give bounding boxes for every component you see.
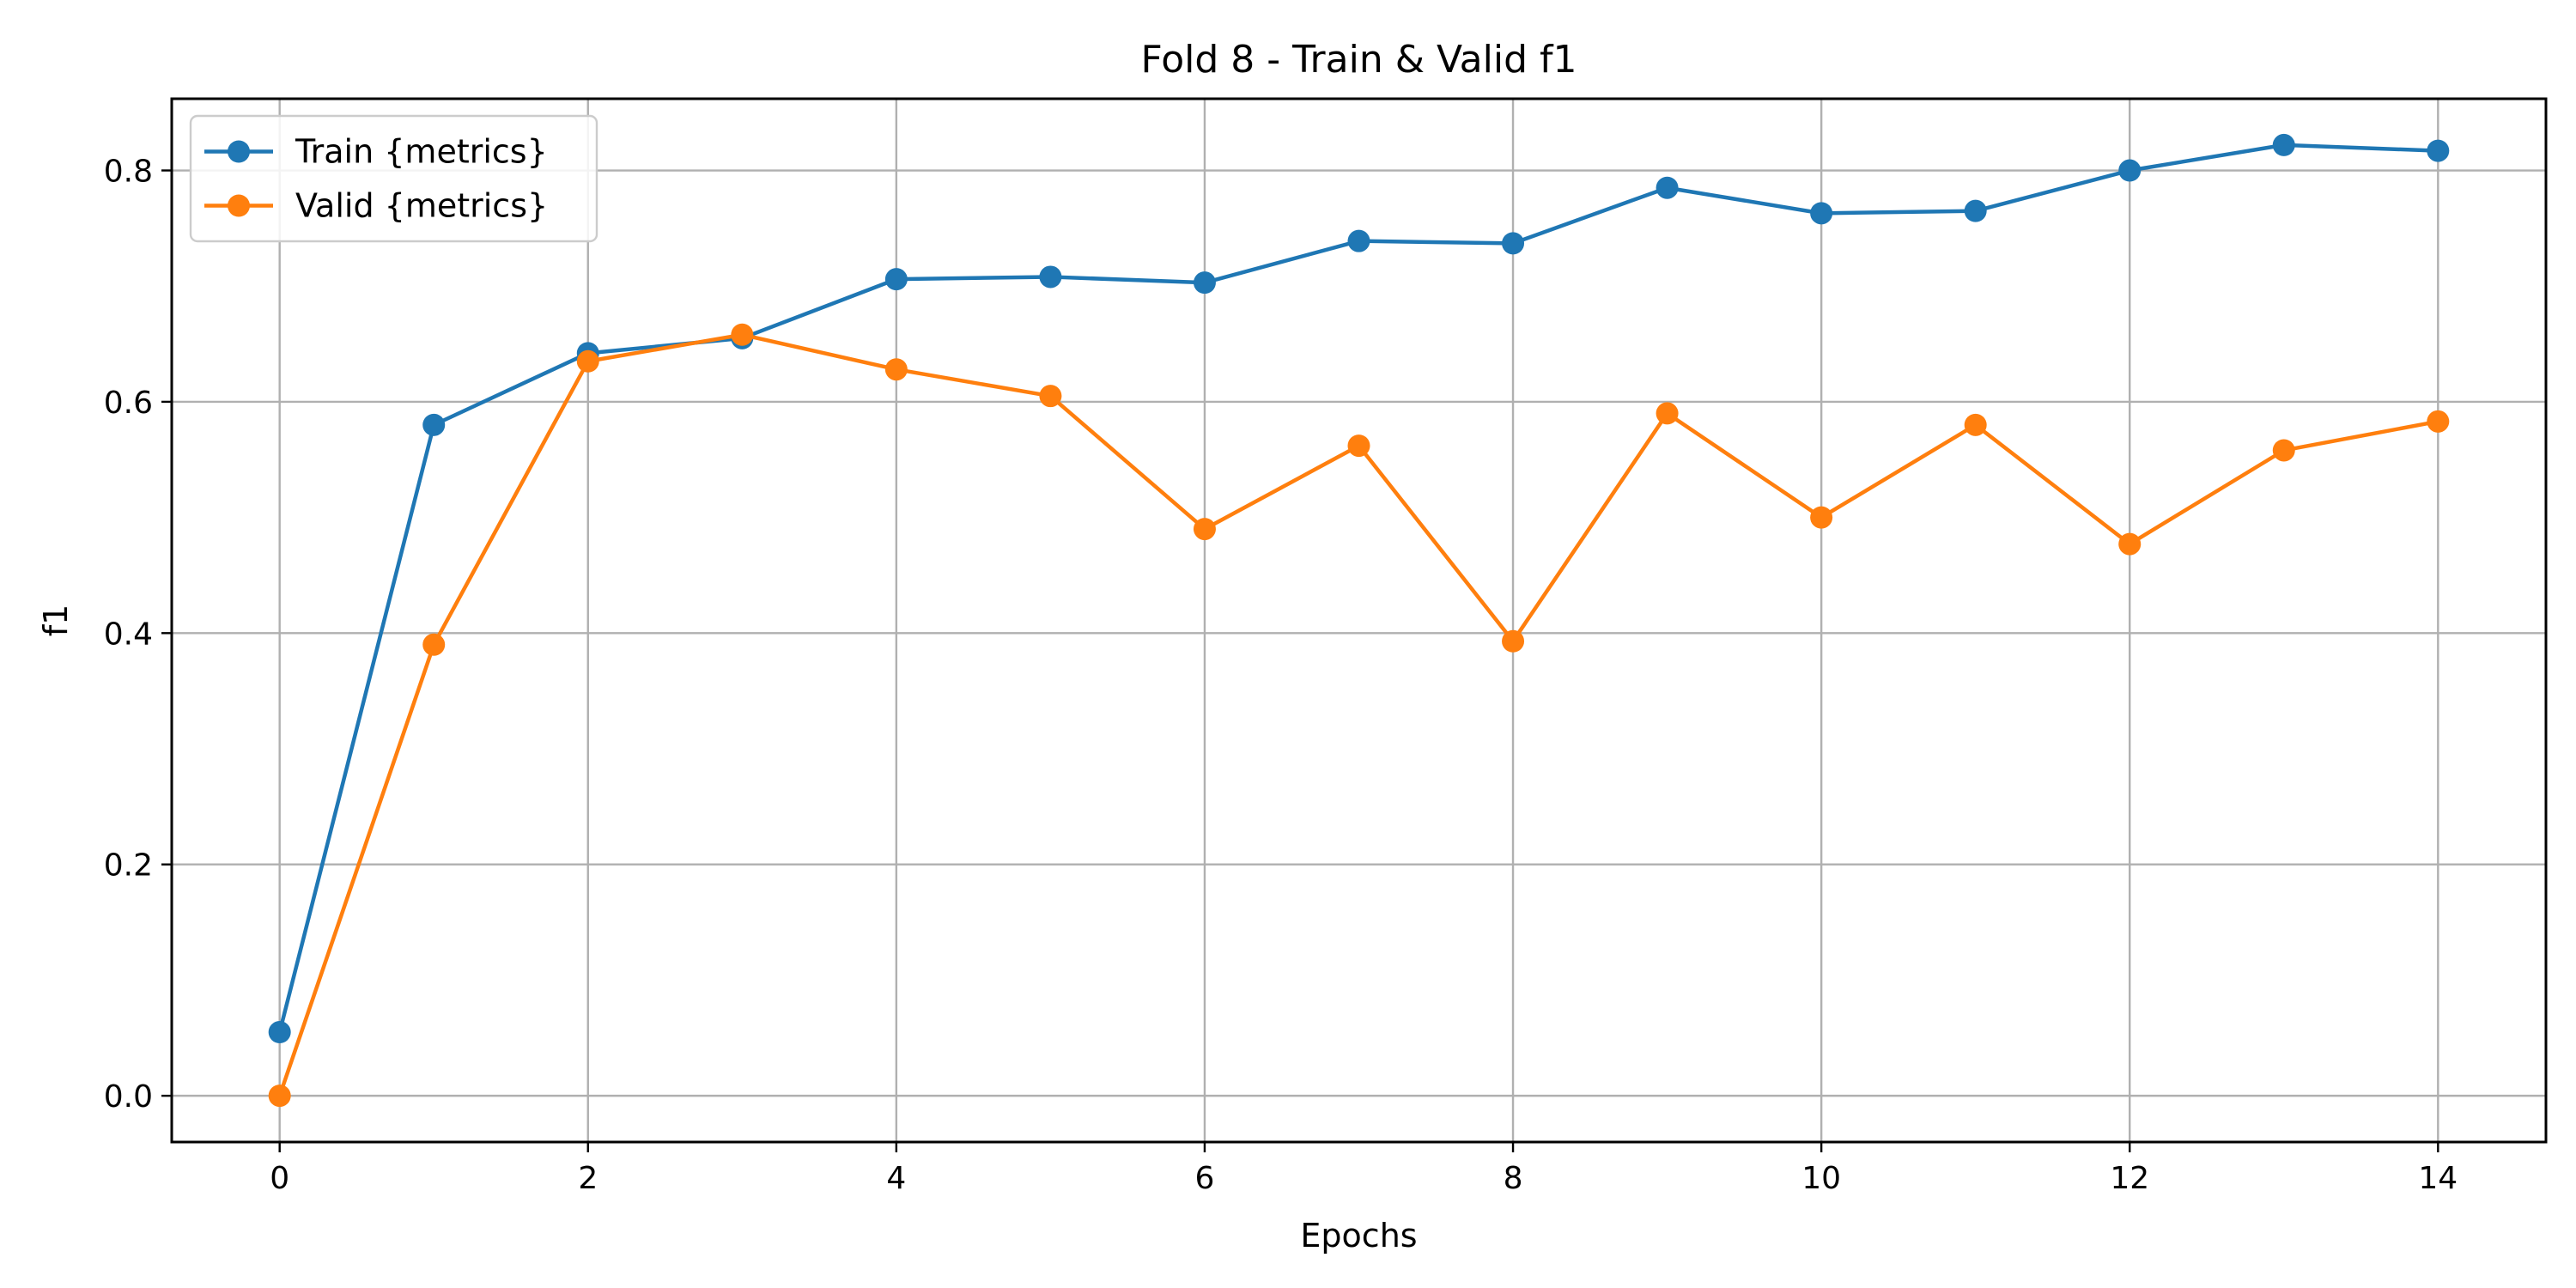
data-point bbox=[731, 323, 754, 346]
data-point bbox=[884, 268, 908, 291]
data-point bbox=[268, 1021, 291, 1044]
y-tick-label: 0.2 bbox=[104, 848, 153, 884]
data-point bbox=[1193, 518, 1216, 541]
data-point bbox=[1039, 385, 1062, 408]
legend-label: Train {metrics} bbox=[295, 133, 548, 171]
data-point bbox=[1964, 413, 1987, 436]
data-point bbox=[422, 413, 446, 436]
x-axis: 0 2 4 6 8 10 12 14 bbox=[270, 1142, 2458, 1196]
data-point bbox=[1347, 229, 1370, 252]
data-point bbox=[2427, 410, 2450, 433]
data-point bbox=[1964, 199, 1987, 222]
data-point bbox=[1656, 176, 1679, 199]
y-tick-label: 0.8 bbox=[104, 155, 153, 190]
data-point bbox=[1193, 271, 1216, 295]
y-tick-label: 0.6 bbox=[104, 386, 153, 421]
legend-marker bbox=[228, 140, 250, 163]
plot-area-frame bbox=[170, 97, 2548, 1144]
data-point bbox=[2118, 159, 2142, 182]
x-tick-label: 10 bbox=[1801, 1161, 1841, 1196]
data-point bbox=[268, 1084, 291, 1108]
data-point bbox=[1810, 506, 1833, 529]
legend-item: Train {metrics} bbox=[204, 133, 548, 171]
data-point bbox=[1502, 629, 1525, 653]
data-point bbox=[1347, 434, 1370, 458]
chart-title: Fold 8 - Train & Valid f1 bbox=[1141, 38, 1577, 82]
data-point bbox=[576, 349, 599, 373]
data-point bbox=[2118, 532, 2142, 556]
data-point bbox=[884, 358, 908, 381]
x-tick-label: 12 bbox=[2110, 1161, 2149, 1196]
y-tick-label: 0.0 bbox=[104, 1079, 153, 1115]
x-axis-label: Epochs bbox=[1300, 1217, 1417, 1255]
x-tick-label: 14 bbox=[2418, 1161, 2458, 1196]
x-tick-label: 6 bbox=[1195, 1161, 1215, 1196]
data-point bbox=[1656, 402, 1679, 425]
data-point bbox=[1502, 232, 1525, 255]
legend-label: Valid {metrics} bbox=[295, 187, 548, 225]
data-point bbox=[422, 633, 446, 656]
y-axis: 0.0 0.2 0.4 0.6 0.8 bbox=[104, 155, 172, 1115]
series-group bbox=[268, 133, 2450, 1108]
data-point bbox=[1810, 202, 1833, 225]
legend-box bbox=[189, 114, 598, 243]
legend: Train {metrics} Valid {metrics} bbox=[189, 114, 598, 243]
x-tick-label: 4 bbox=[886, 1161, 906, 1196]
data-point bbox=[2272, 133, 2295, 156]
x-tick-label: 2 bbox=[578, 1161, 598, 1196]
data-point bbox=[2272, 439, 2295, 462]
x-tick-label: 0 bbox=[270, 1161, 289, 1196]
legend-item: Valid {metrics} bbox=[204, 187, 548, 225]
legend-marker bbox=[228, 194, 250, 217]
data-point bbox=[2427, 139, 2450, 162]
series-valid bbox=[268, 323, 2450, 1108]
y-axis-label: f1 bbox=[37, 605, 75, 637]
x-tick-label: 8 bbox=[1504, 1161, 1523, 1196]
y-tick-label: 0.4 bbox=[104, 617, 153, 652]
data-point bbox=[1039, 265, 1062, 289]
